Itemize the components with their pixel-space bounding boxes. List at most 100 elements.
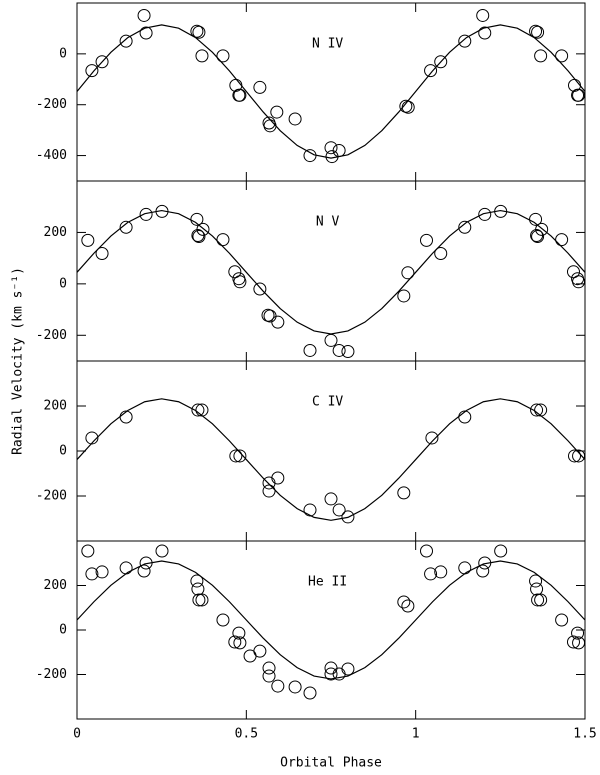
data-point [195, 593, 209, 607]
panel-label: N V [316, 215, 340, 230]
data-point [401, 266, 415, 280]
data-point [494, 544, 508, 558]
data-point [262, 661, 276, 675]
data-point [397, 486, 411, 500]
data-point [139, 207, 153, 221]
data-point [332, 143, 346, 157]
data-point [119, 410, 133, 424]
data-point [476, 564, 490, 578]
data-point [233, 636, 247, 650]
data-point [324, 141, 338, 155]
data-point [555, 613, 569, 627]
plot-frame [76, 360, 586, 542]
data-point [303, 149, 317, 163]
data-point [119, 220, 133, 234]
data-point [85, 567, 99, 581]
data-point [228, 635, 242, 649]
y-tick-label: 0 [59, 276, 67, 291]
data-point [137, 8, 151, 22]
data-point [253, 80, 267, 94]
x-tick-label: 0 [73, 727, 81, 742]
data-point [341, 344, 355, 358]
y-tick-label: -200 [36, 328, 67, 343]
data-point [95, 247, 109, 261]
y-tick-label: 0 [59, 46, 67, 61]
plot-frame [76, 540, 586, 720]
data-point [425, 431, 439, 445]
data-point [478, 207, 492, 221]
data-point [191, 403, 205, 417]
data-point [190, 574, 204, 588]
data-point [253, 644, 267, 658]
data-point [233, 449, 247, 463]
data-point [458, 220, 472, 234]
data-point [572, 449, 586, 463]
data-point [233, 88, 247, 102]
data-point [531, 25, 545, 39]
y-tick-label: -200 [36, 489, 67, 504]
panel-label: C IV [312, 395, 343, 410]
data-point [139, 26, 153, 40]
y-tick-label: 200 [44, 578, 67, 593]
data-point [253, 282, 267, 296]
data-point [572, 275, 586, 289]
data-point [566, 635, 580, 649]
data-point [233, 275, 247, 289]
plot-frame [76, 2, 586, 182]
data-point [434, 55, 448, 69]
data-point [530, 403, 544, 417]
data-point [324, 667, 338, 681]
data-point [262, 484, 276, 498]
data-point [288, 680, 302, 694]
data-point [288, 112, 302, 126]
fit-curve [76, 209, 586, 335]
data-point [434, 565, 448, 579]
data-point [332, 343, 346, 357]
data-point [85, 64, 99, 78]
data-point [420, 233, 434, 247]
data-point [534, 593, 548, 607]
y-tick-label: -400 [36, 148, 67, 163]
data-point [324, 492, 338, 506]
data-point [95, 55, 109, 69]
data-point [271, 679, 285, 693]
data-point [137, 564, 151, 578]
data-point [303, 343, 317, 357]
data-point [458, 34, 472, 48]
x-tick-label: 1.5 [573, 727, 596, 742]
data-point [397, 289, 411, 303]
data-point [262, 669, 276, 683]
data-point [572, 636, 586, 650]
data-point [190, 24, 204, 38]
data-point [196, 222, 210, 236]
data-point [531, 230, 545, 244]
fit-curve [76, 24, 586, 159]
data-point [271, 471, 285, 485]
data-point [531, 593, 545, 607]
data-point [271, 315, 285, 329]
data-point [341, 510, 355, 524]
data-point [458, 561, 472, 575]
data-point [530, 582, 544, 596]
data-point [555, 49, 569, 63]
data-point [529, 212, 543, 226]
panel-label: N IV [312, 37, 343, 52]
data-point [195, 49, 209, 63]
data-point [303, 686, 317, 700]
data-point [81, 233, 95, 247]
data-point [191, 582, 205, 596]
data-point [535, 222, 549, 236]
data-point [119, 34, 133, 48]
y-tick-label: 0 [59, 623, 67, 638]
data-point [572, 88, 586, 102]
y-tick-label: -200 [36, 667, 67, 682]
data-point [190, 212, 204, 226]
panel-label: He II [308, 575, 347, 590]
data-point [420, 544, 434, 558]
data-point [332, 503, 346, 517]
data-point [229, 449, 243, 463]
data-point [232, 626, 246, 640]
data-point [216, 233, 230, 247]
y-axis-label: Radial Velocity (km s⁻¹) [11, 267, 26, 455]
